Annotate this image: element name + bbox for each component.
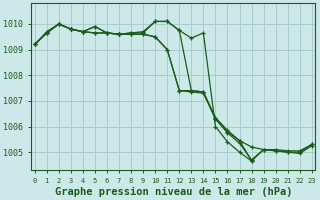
X-axis label: Graphe pression niveau de la mer (hPa): Graphe pression niveau de la mer (hPa) [54,186,292,197]
